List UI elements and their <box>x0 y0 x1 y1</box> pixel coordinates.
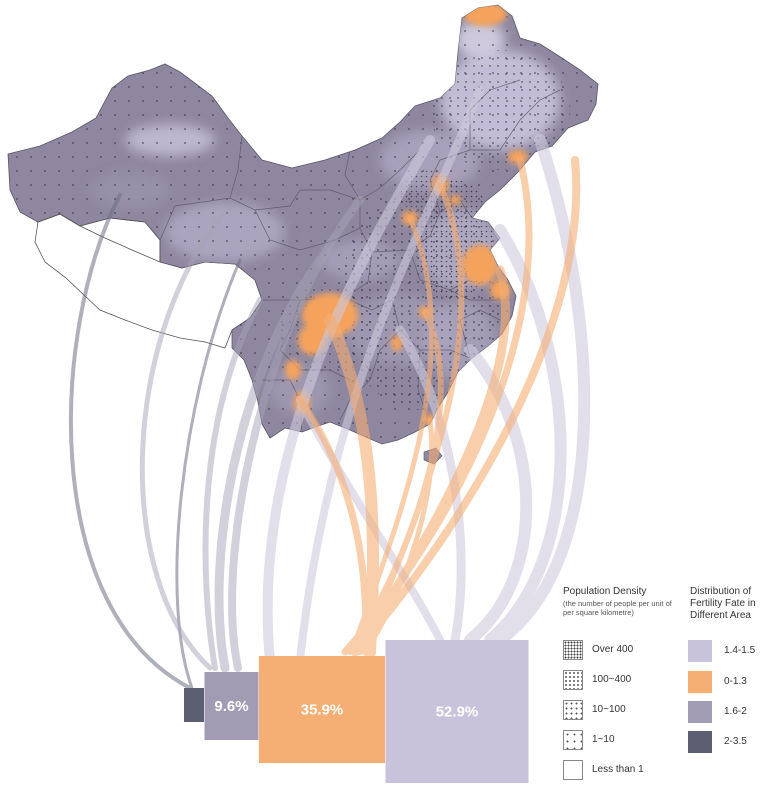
fertility-swatch <box>688 701 712 723</box>
density-swatch <box>563 730 583 750</box>
flow-ribbons <box>68 86 591 690</box>
legend-fertility-rate: Distribution of Fertility Fate in Differ… <box>690 586 768 622</box>
legend-density-title: Population Density <box>563 586 647 597</box>
ribbon-0-1.3 <box>362 417 435 655</box>
density-label: 100~400 <box>592 674 632 685</box>
density-swatch <box>563 640 583 660</box>
legend-fertility-item: 1.6-2 <box>688 701 747 723</box>
bar-rate-0-1-3 <box>259 656 385 763</box>
fertility-label: 1.6-2 <box>724 706 747 717</box>
density-label: Less than 1 <box>592 764 644 775</box>
bar-label: 52.9% <box>436 704 479 721</box>
density-label: 1~10 <box>592 734 615 745</box>
legend-fertility-item: 0-1.3 <box>688 671 747 693</box>
legend-fertility-item: 1.4-1.5 <box>688 640 755 662</box>
share-bars: 9.6% 35.9% 52.9% <box>184 640 529 783</box>
legend-density-subtitle: (the number of people per unit of per sq… <box>563 599 672 617</box>
bar-rate-2-3-5 <box>184 688 204 722</box>
ribbon-0-1.3 <box>351 156 581 656</box>
ribbon-1.4-1.5 <box>262 135 435 665</box>
density-label: Over 400 <box>592 644 634 655</box>
fertility-label: 1.4-1.5 <box>724 645 756 656</box>
ribbon-2-3.5 <box>68 193 192 690</box>
ribbon-1.6-2 <box>202 297 263 671</box>
legend-fertility-title: Distribution of Fertility Fate in Differ… <box>690 586 756 621</box>
legend-density-item: 100~400 <box>563 670 631 690</box>
legend-density-item: 1~10 <box>563 730 615 750</box>
fertility-swatch <box>688 671 712 693</box>
ribbon-1.6-2 <box>139 209 228 671</box>
fertility-swatch <box>688 731 712 753</box>
legend-density-item: Less than 1 <box>563 760 644 780</box>
bar-rate-1-4-1-5 <box>385 640 529 783</box>
bar-rate-1-6-2 <box>204 672 259 740</box>
legend-density-item: 10~100 <box>563 700 626 720</box>
density-label: 10~100 <box>592 704 626 715</box>
density-swatch <box>563 700 583 720</box>
ribbon-0-1.3 <box>296 396 370 656</box>
legend-population-density: Population Density (the number of people… <box>563 586 678 617</box>
legend-fertility-item: 2-3.5 <box>688 731 747 753</box>
ribbon-2-3.5 <box>175 258 242 690</box>
ribbon-1.6-2 <box>214 255 325 673</box>
fertility-label: 0-1.3 <box>724 676 747 687</box>
ribbon-0-1.3 <box>349 215 435 655</box>
bar-label: 9.6% <box>214 698 248 715</box>
fertility-swatch <box>688 640 712 662</box>
density-swatch <box>563 760 583 780</box>
bar-label: 35.9% <box>301 702 344 719</box>
legend-density-item: Over 400 <box>563 640 633 660</box>
china-map <box>7 4 599 465</box>
density-swatch <box>563 670 583 690</box>
ribbon-0-1.3 <box>350 265 510 657</box>
fertility-label: 2-3.5 <box>724 736 747 747</box>
ribbon-1.4-1.5 <box>494 134 591 646</box>
ribbon-1.6-2 <box>228 196 364 672</box>
ribbon-1.4-1.5 <box>296 86 484 664</box>
